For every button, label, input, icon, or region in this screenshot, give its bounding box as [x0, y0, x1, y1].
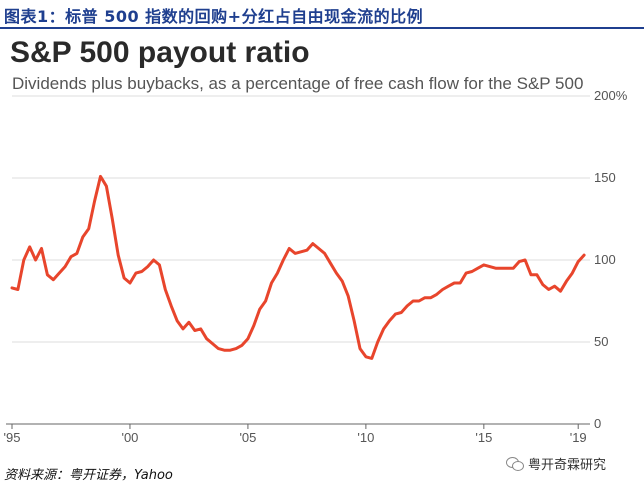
- x-tick-label: '10: [357, 430, 374, 445]
- x-tick-label: '19: [570, 430, 587, 445]
- x-tick-label: '00: [121, 430, 138, 445]
- x-tick-label: '95: [4, 430, 21, 445]
- y-tick-label: 50: [594, 334, 608, 349]
- chart-title: S&P 500 payout ratio: [10, 36, 310, 69]
- y-tick-label: 0: [594, 416, 601, 431]
- wechat-icon: [506, 455, 524, 471]
- source-note: 资料来源：粤开证券，Yahoo: [4, 468, 173, 483]
- x-tick-label: '15: [475, 430, 492, 445]
- header-title: 图表1：标普 500 指数的回购+分红占自由现金流的比例: [4, 7, 424, 26]
- y-tick-label: 150: [594, 170, 616, 185]
- watermark: 粤开奇霖研究: [506, 452, 636, 474]
- y-tick-label: 200%: [594, 88, 628, 103]
- y-tick-label: 100: [594, 252, 616, 267]
- series-line: [10, 174, 586, 360]
- watermark-text: 粤开奇霖研究: [528, 457, 607, 473]
- header-divider: [0, 27, 644, 29]
- chart-subtitle: Dividends plus buybacks, as a percentage…: [12, 74, 584, 93]
- x-tick-label: '05: [239, 430, 256, 445]
